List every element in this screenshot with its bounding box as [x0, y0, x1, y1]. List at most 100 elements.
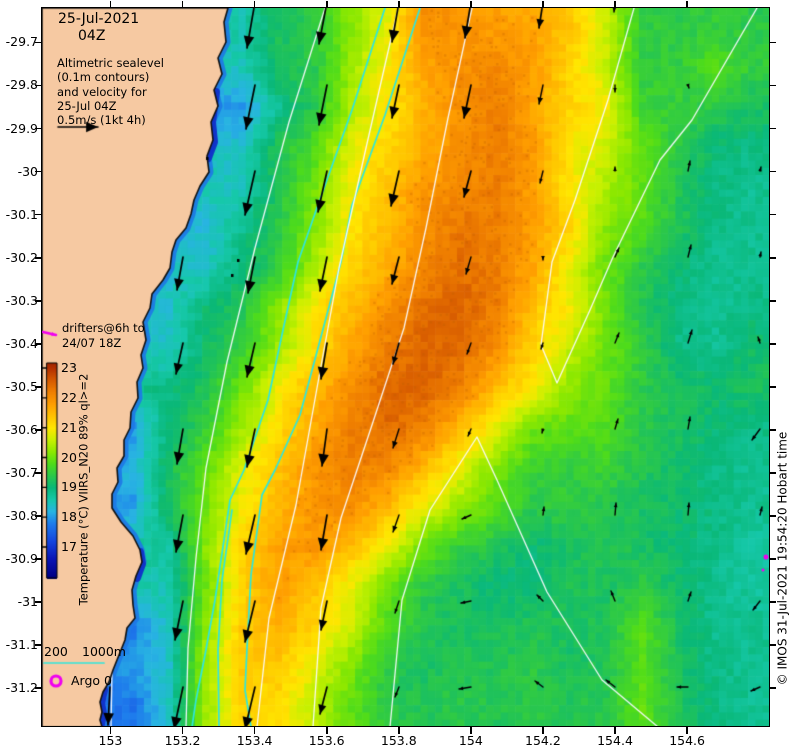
colorbar-tick-label: 17 — [61, 539, 77, 554]
y-tick — [769, 127, 776, 130]
legend-argo-label: Argo 0 — [71, 673, 112, 688]
y-tick — [769, 213, 776, 216]
y-tick-label: -30.7 — [5, 464, 38, 480]
x-tick — [470, 727, 472, 734]
y-tick — [769, 386, 776, 388]
x-tick-label: 153.4 — [236, 733, 273, 748]
colorbar-tick-label: 21 — [61, 419, 77, 435]
subtitle-line: 25-Jul 04Z — [57, 98, 117, 113]
drifters-line: drifters@6h to — [62, 321, 145, 335]
legend-bathy-1000-label: 1000m — [82, 644, 126, 659]
subtitle-line: Altimetric sealevel — [57, 56, 164, 70]
x-tick-label: 154.2 — [525, 733, 561, 748]
y-tick — [35, 299, 42, 302]
x-tick-label: 154.4 — [597, 733, 633, 748]
x-tick — [397, 727, 400, 734]
colorbar-title: Temperature (°C) VIIRS_N20 89% ql>=2 — [76, 373, 91, 606]
map-time: 04Z — [78, 28, 106, 44]
y-tick — [35, 386, 42, 388]
x-tick — [181, 727, 184, 734]
colorbar-tick-label: 23 — [61, 360, 77, 376]
y-tick — [35, 558, 42, 560]
x-tick — [614, 727, 616, 734]
x-tick — [686, 1, 688, 8]
y-tick — [769, 170, 776, 173]
y-tick-label: -30.1 — [5, 206, 38, 222]
y-tick — [35, 687, 42, 690]
y-tick-label: -30.3 — [5, 292, 38, 308]
y-tick-label: -30.4 — [5, 335, 38, 351]
x-tick-label: 154.6 — [669, 733, 705, 748]
y-tick-label: -30.2 — [5, 249, 38, 265]
y-tick — [35, 213, 42, 216]
legend-altimetric-note: Altimetric sealevel (0.1m contours) and … — [57, 56, 164, 127]
colorbar-tick-label: 18 — [61, 509, 77, 525]
sst-map-canvas — [42, 8, 770, 727]
x-tick — [253, 727, 256, 734]
y-tick — [769, 41, 776, 44]
y-tick — [35, 256, 42, 259]
colorbar-tick-label: 22 — [61, 389, 77, 405]
y-tick — [769, 515, 776, 517]
y-tick — [769, 429, 776, 431]
x-tick — [181, 1, 184, 8]
y-tick — [35, 41, 42, 44]
colorbar-tick-label: 20 — [61, 449, 77, 465]
drifters-line: 24/07 18Z — [62, 335, 122, 350]
x-tick — [397, 1, 400, 8]
y-tick-label: -29.8 — [5, 77, 38, 93]
legend-bathy-200-label: 200 — [44, 644, 68, 659]
x-tick-label: 154 — [458, 733, 483, 748]
x-tick — [614, 1, 616, 8]
x-tick — [109, 1, 112, 8]
y-tick — [769, 256, 776, 259]
y-tick-label: -30 — [17, 163, 38, 179]
x-tick — [542, 1, 544, 8]
credit-text: © IMOS 31-Jul-2021 19:54:20 Hobart time — [775, 431, 790, 686]
x-tick-label: 153.6 — [308, 733, 345, 748]
y-tick-label: -30.8 — [5, 508, 38, 524]
x-tick — [253, 1, 256, 8]
x-tick — [470, 1, 472, 8]
y-tick — [769, 687, 776, 690]
y-tick — [769, 299, 776, 302]
x-tick-label: 153.8 — [380, 733, 417, 748]
x-tick — [325, 1, 328, 8]
subtitle-line: (0.1m contours) — [57, 70, 150, 85]
y-tick-label: -30.6 — [5, 421, 38, 437]
y-tick — [35, 170, 42, 173]
y-tick — [35, 644, 42, 646]
y-tick-label: -29.7 — [5, 34, 38, 50]
subtitle-line: 0.5m/s (1kt 4h) — [57, 113, 146, 128]
x-tick-label: 153.2 — [164, 733, 201, 748]
x-tick — [686, 727, 688, 734]
y-tick — [35, 601, 42, 603]
x-tick — [109, 727, 112, 734]
y-tick — [35, 127, 42, 130]
y-tick — [35, 472, 42, 474]
y-tick — [769, 601, 776, 603]
y-tick — [769, 343, 776, 345]
y-tick-label: -31 — [17, 594, 38, 610]
y-tick-label: -30.9 — [5, 551, 38, 567]
y-tick — [769, 84, 776, 87]
map-date: 25-Jul-2021 — [58, 11, 140, 27]
y-tick — [35, 84, 42, 87]
subtitle-line: and velocity for — [57, 84, 147, 99]
y-tick-label: -31.1 — [5, 637, 38, 653]
x-tick — [542, 727, 544, 734]
x-tick — [325, 727, 328, 734]
y-tick — [769, 472, 776, 474]
colorbar-tick-label: 19 — [61, 479, 77, 495]
legend-drifters-note: drifters@6h to 24/07 18Z — [62, 321, 145, 350]
y-tick-label: -30.5 — [5, 378, 38, 394]
y-tick — [769, 644, 776, 646]
y-tick — [35, 429, 42, 431]
x-tick-label: 153 — [98, 733, 123, 748]
y-tick-label: -29.9 — [5, 120, 38, 136]
y-tick — [35, 515, 42, 517]
y-tick — [35, 343, 42, 345]
y-tick — [769, 558, 776, 560]
y-tick-label: -31.2 — [5, 680, 38, 696]
